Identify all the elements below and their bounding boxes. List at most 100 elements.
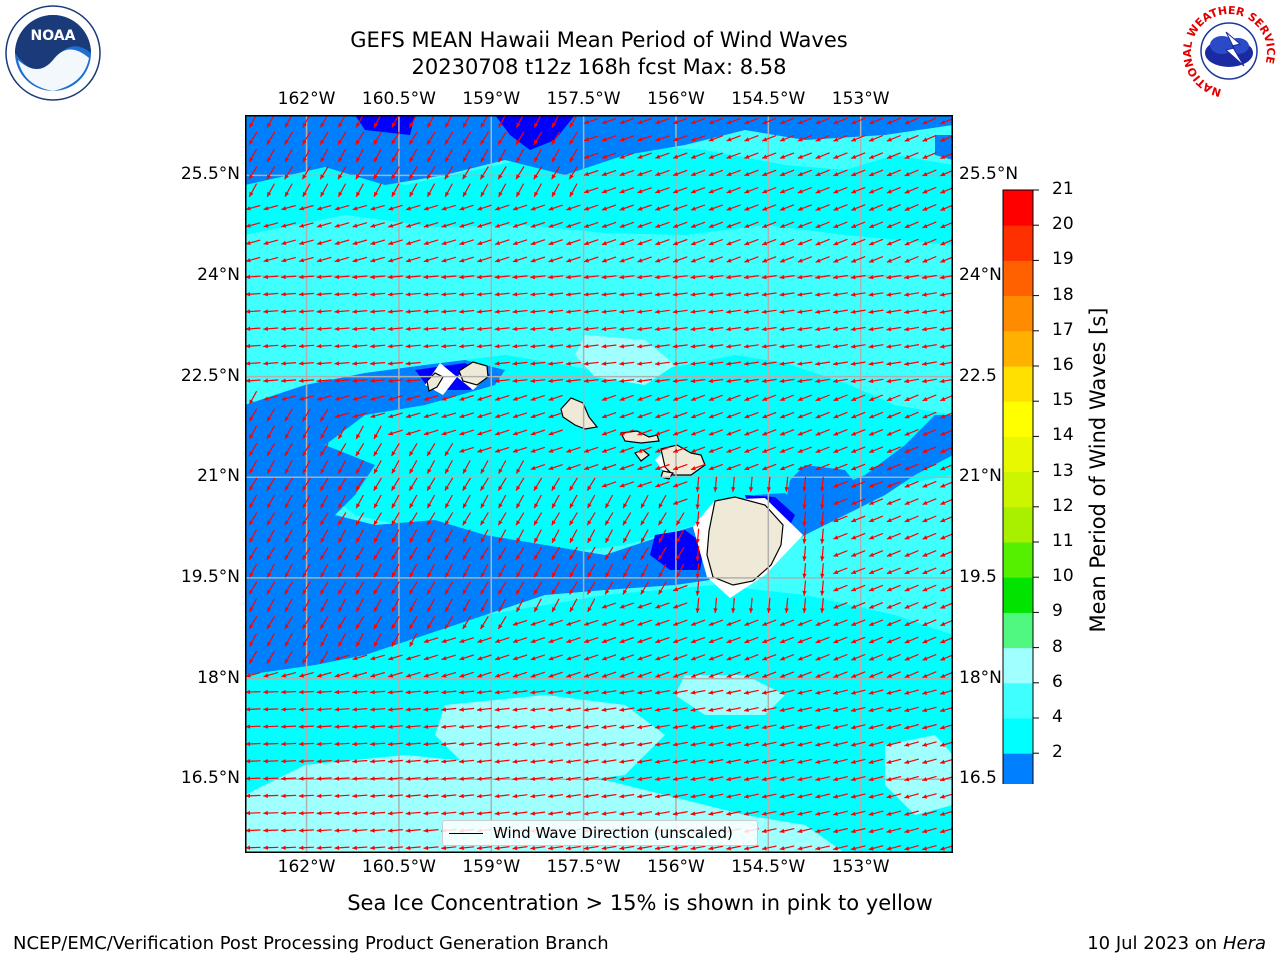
wind-wave-arrow [533,529,542,544]
wind-wave-arrow [672,845,688,851]
wind-wave-arrow [797,724,813,730]
wind-wave-arrow [690,221,706,228]
wind-wave-arrow [352,309,368,314]
wind-wave-arrow [761,776,777,782]
wind-wave-arrow [922,238,937,246]
wind-wave-arrow [797,776,813,782]
wind-wave-arrow [690,636,706,644]
wind-wave-arrow [868,550,884,557]
wind-wave-arrow [743,344,759,349]
wind-wave-arrow [904,134,919,142]
wind-wave-arrow [512,793,528,799]
wind-wave-arrow [477,204,492,211]
wind-wave-arrow [480,494,489,509]
wind-wave-arrow [868,602,884,609]
wind-wave-arrow [766,597,772,613]
wind-wave-arrow [515,598,525,613]
wind-wave-arrow [405,239,421,246]
wind-wave-arrow [370,689,386,695]
wind-wave-arrow [355,183,364,198]
wind-wave-arrow [726,636,741,644]
footer-date-text: 10 Jul 2023 on [1087,933,1218,954]
wind-wave-arrow [904,601,919,609]
wind-wave-arrow [462,546,472,561]
wind-wave-arrow [601,602,617,609]
wind-wave-arrow [387,690,403,695]
wind-wave-arrow [352,741,368,747]
wind-wave-arrow [409,529,418,544]
wind-wave-arrow [337,581,347,595]
wind-wave-arrow [316,361,332,366]
wind-wave-arrow [551,512,561,526]
wind-wave-arrow [886,463,901,471]
wind-wave-arrow [672,654,688,661]
wind-wave-arrow [583,378,599,383]
wind-wave-arrow [530,793,546,799]
wind-wave-arrow [299,256,314,263]
wind-wave-arrow [690,361,706,366]
wind-wave-arrow [815,117,830,125]
wind-wave-arrow [922,186,937,194]
wind-wave-arrow [779,741,795,747]
wind-wave-arrow [444,512,454,526]
wind-wave-arrow [334,361,350,366]
wind-wave-arrow [726,221,741,228]
wind-wave-arrow [515,563,525,578]
wind-wave-arrow [565,292,581,297]
wind-wave-arrow [779,758,795,764]
lon-tick-label-bottom: 154.5°W [731,857,806,877]
wind-wave-arrow [302,633,311,647]
wind-wave-arrow [637,776,653,782]
wind-wave-arrow [655,619,670,626]
wind-wave-arrow [498,563,507,578]
wind-wave-arrow [922,515,937,523]
wind-wave-arrow [370,828,386,833]
wind-wave-arrow [459,845,475,851]
colorbar-tick-label: 4 [1052,707,1063,727]
wind-wave-arrow [672,619,688,626]
colorbar-segment [1003,718,1033,754]
wind-wave-arrow [850,256,866,263]
wind-wave-arrow [426,477,436,492]
wind-wave-arrow [833,152,848,159]
wind-wave-arrow [815,152,830,159]
wind-wave-arrow [586,546,596,561]
wind-wave-arrow [726,463,741,471]
wind-wave-arrow [619,636,635,644]
wind-wave-arrow [655,239,670,246]
wind-wave-arrow [726,446,741,453]
wind-wave-arrow [352,811,368,816]
wind-wave-arrow [640,563,649,578]
wind-wave-arrow [726,394,741,401]
wind-wave-arrow [904,810,919,816]
colorbar-tick-label: 21 [1052,179,1074,199]
wind-wave-arrow [569,494,578,509]
wind-wave-arrow [320,598,329,613]
wind-wave-arrow [245,672,261,678]
colorbar-segment [1003,225,1033,261]
wind-wave-arrow [619,759,635,764]
wind-wave-arrow [761,758,777,764]
wind-wave-arrow [832,326,848,332]
wind-wave-arrow [408,477,418,492]
wind-wave-arrow [370,707,386,712]
wind-wave-arrow [334,378,350,383]
wind-wave-arrow [672,309,688,314]
wind-wave-arrow [820,528,825,544]
wind-wave-arrow [477,412,492,419]
wind-wave-arrow [548,619,563,626]
wind-wave-arrow [512,811,528,816]
wind-wave-arrow [302,529,311,544]
wind-wave-arrow [405,811,421,816]
map-frame [245,115,953,853]
wind-wave-arrow [373,512,383,526]
wind-wave-arrow [444,598,453,613]
wind-wave-arrow [387,309,403,314]
wind-wave-arrow [281,256,296,263]
wind-wave-arrow [868,309,884,314]
wind-wave-arrow [263,292,279,297]
colorbar-tick-label: 2 [1052,742,1063,763]
wind-wave-arrow [690,169,706,177]
wind-wave-arrow [922,689,937,695]
wind-wave-arrow [850,326,866,332]
